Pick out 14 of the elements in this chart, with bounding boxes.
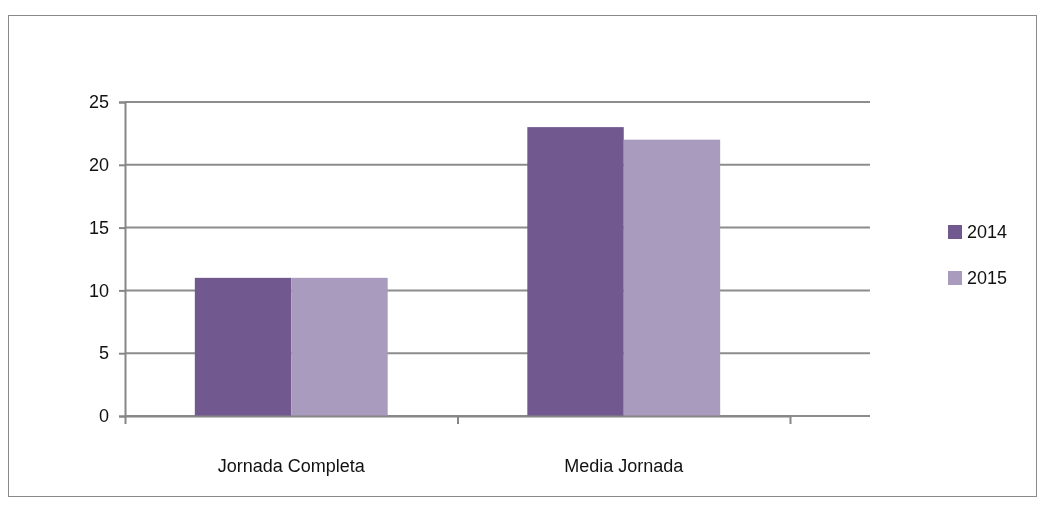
y-tick-label: 25: [88, 92, 109, 113]
y-tick-label: 20: [88, 155, 109, 176]
bar: [291, 277, 388, 416]
y-tick-label: 15: [88, 217, 109, 238]
y-tick-label: 5: [98, 343, 109, 364]
legend-label: 2015: [967, 268, 1008, 288]
bar: [623, 139, 721, 416]
x-tick-label: Jornada Completa: [217, 456, 366, 476]
y-tick-label: 10: [88, 280, 109, 301]
y-tick-label: 0: [98, 406, 109, 427]
bar: [527, 127, 624, 416]
bar: [194, 277, 292, 416]
legend-label: 2014: [967, 222, 1008, 242]
x-tick-label: Media Jornada: [564, 456, 685, 476]
